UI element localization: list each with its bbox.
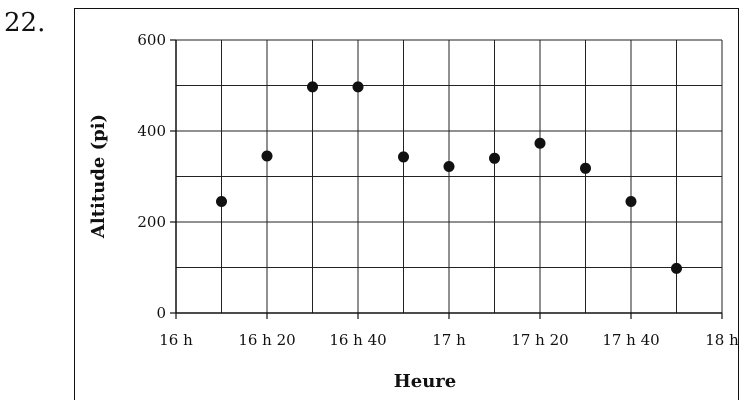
data-point — [353, 81, 364, 92]
axes — [170, 40, 722, 319]
x-tick-label: 17 h — [432, 331, 466, 349]
x-tick-labels: 16 h 16 h 20 16 h 40 17 h 17 h 20 17 h 40 18 h — [159, 331, 739, 349]
y-tick-label: 200 — [137, 213, 166, 231]
data-point — [216, 196, 227, 207]
y-tick-label: 600 — [137, 31, 166, 49]
data-point — [398, 151, 409, 162]
data-point — [307, 81, 318, 92]
x-tick-label: 16 h 40 — [329, 331, 386, 349]
data-point — [535, 138, 546, 149]
data-point — [444, 161, 455, 172]
x-tick-label: 16 h 20 — [238, 331, 295, 349]
x-axis-title: Heure — [394, 371, 456, 392]
x-tick-label: 18 h — [705, 331, 739, 349]
data-point — [580, 163, 591, 174]
y-tick-labels: 0 200 400 600 — [137, 31, 166, 322]
data-point — [489, 153, 500, 164]
x-tick-label: 17 h 20 — [511, 331, 568, 349]
data-point — [671, 263, 682, 274]
y-axis-title: Altitude (pi) — [88, 114, 109, 239]
x-tick-label: 17 h 40 — [602, 331, 659, 349]
y-tick-label: 0 — [156, 304, 166, 322]
data-point — [626, 196, 637, 207]
x-tick-label: 16 h — [159, 331, 193, 349]
grid — [176, 40, 722, 313]
data-point — [262, 151, 273, 162]
y-tick-label: 400 — [137, 122, 166, 140]
